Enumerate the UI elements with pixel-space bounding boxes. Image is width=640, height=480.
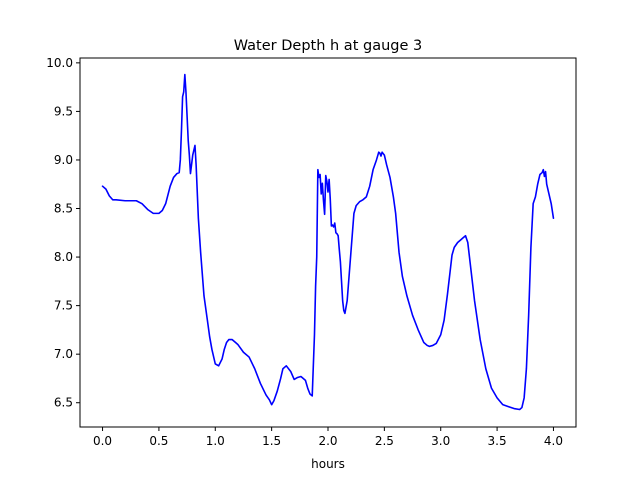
x-axis: 0.0 0.5 1.0 1.5 2.0 2.5 3.0 3.5 4.0	[93, 427, 563, 448]
y-tick-label: 6.5	[54, 396, 73, 410]
y-axis: 6.5 7.0 7.5 8.0 8.5 9.0 9.5 10.0	[46, 56, 80, 410]
chart-title: Water Depth h at gauge 3	[234, 38, 422, 54]
y-tick-label: 7.5	[54, 299, 73, 313]
x-tick-label: 2.5	[375, 434, 394, 448]
x-tick-label: 3.5	[488, 434, 507, 448]
x-tick-label: 3.0	[431, 434, 450, 448]
x-tick-label: 1.5	[262, 434, 281, 448]
x-tick-label: 1.0	[206, 434, 225, 448]
x-axis-label: hours	[311, 457, 345, 471]
x-tick-label: 0.0	[93, 434, 112, 448]
y-tick-label: 7.0	[54, 347, 73, 361]
x-tick-label: 0.5	[149, 434, 168, 448]
x-tick-label: 2.0	[318, 434, 337, 448]
y-tick-label: 9.0	[54, 153, 73, 167]
x-tick-label: 4.0	[544, 434, 563, 448]
y-tick-label: 9.5	[54, 104, 73, 118]
y-tick-label: 8.0	[54, 250, 73, 264]
y-tick-label: 8.5	[54, 202, 73, 216]
series-line-0	[101, 73, 555, 411]
y-tick-label: 10.0	[46, 56, 73, 70]
